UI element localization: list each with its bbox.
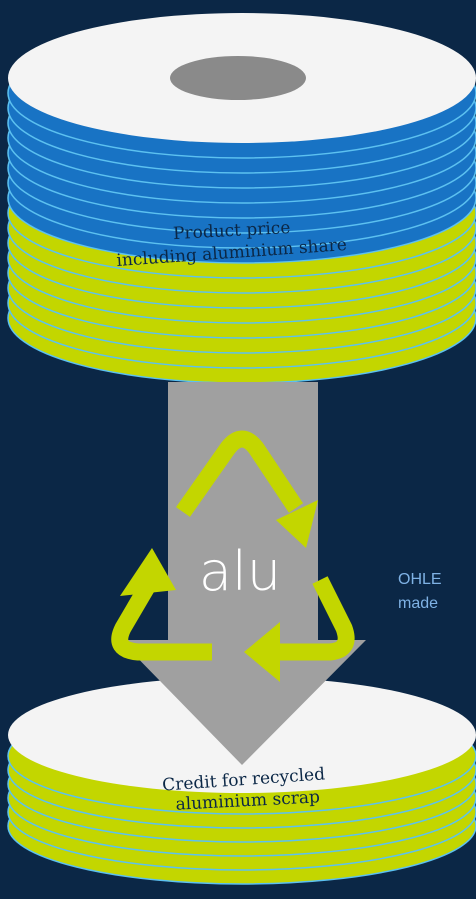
diagram: alu Product price including aluminium sh… [0, 0, 476, 899]
side-note: OHLE [398, 571, 442, 588]
side-note: made [398, 595, 438, 612]
disc-hole [170, 56, 306, 100]
recycle-label: alu [199, 540, 281, 603]
top-stack [8, 13, 476, 383]
